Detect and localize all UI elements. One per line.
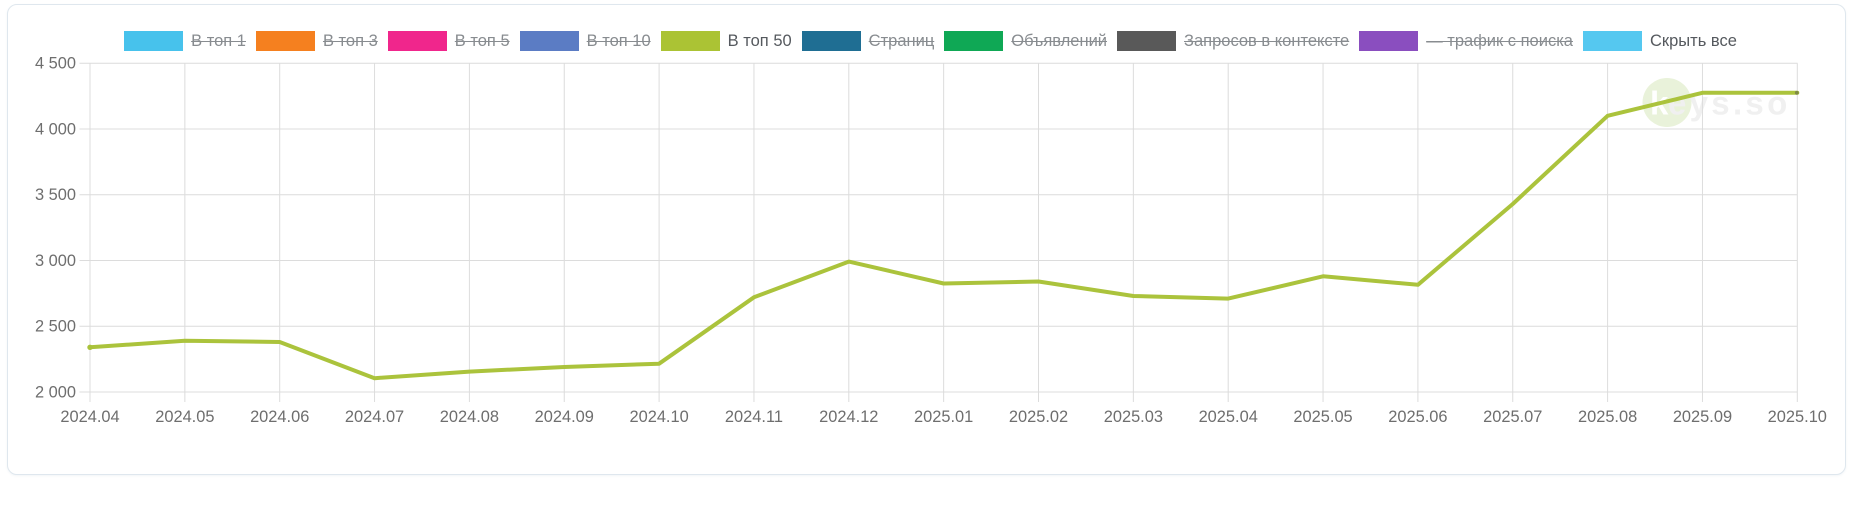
svg-text:2024.07: 2024.07 <box>345 408 404 426</box>
svg-text:3 500: 3 500 <box>35 186 76 204</box>
svg-text:2024.04: 2024.04 <box>60 408 119 426</box>
svg-text:4 000: 4 000 <box>35 121 76 139</box>
svg-text:2 500: 2 500 <box>35 318 76 336</box>
svg-text:eys.so: eys.so <box>1668 85 1791 122</box>
svg-text:2025.10: 2025.10 <box>1768 408 1827 426</box>
svg-text:2025.03: 2025.03 <box>1104 408 1163 426</box>
svg-text:2025.04: 2025.04 <box>1199 408 1258 426</box>
svg-text:2024.10: 2024.10 <box>629 408 688 426</box>
svg-text:2024.11: 2024.11 <box>725 408 783 426</box>
svg-text:2024.09: 2024.09 <box>535 408 594 426</box>
svg-text:2025.07: 2025.07 <box>1483 408 1542 426</box>
svg-text:3 000: 3 000 <box>35 252 76 270</box>
svg-text:2024.12: 2024.12 <box>819 408 878 426</box>
svg-text:2025.09: 2025.09 <box>1673 408 1732 426</box>
svg-text:2025.02: 2025.02 <box>1009 408 1068 426</box>
svg-text:2 000: 2 000 <box>35 384 76 402</box>
svg-text:2025.08: 2025.08 <box>1578 408 1637 426</box>
svg-text:4 500: 4 500 <box>35 55 76 73</box>
svg-text:2024.08: 2024.08 <box>440 408 499 426</box>
svg-text:2025.05: 2025.05 <box>1293 408 1352 426</box>
svg-text:2025.01: 2025.01 <box>914 408 973 426</box>
svg-text:2025.06: 2025.06 <box>1388 408 1447 426</box>
svg-text:2024.05: 2024.05 <box>155 408 214 426</box>
svg-text:2024.06: 2024.06 <box>250 408 309 426</box>
